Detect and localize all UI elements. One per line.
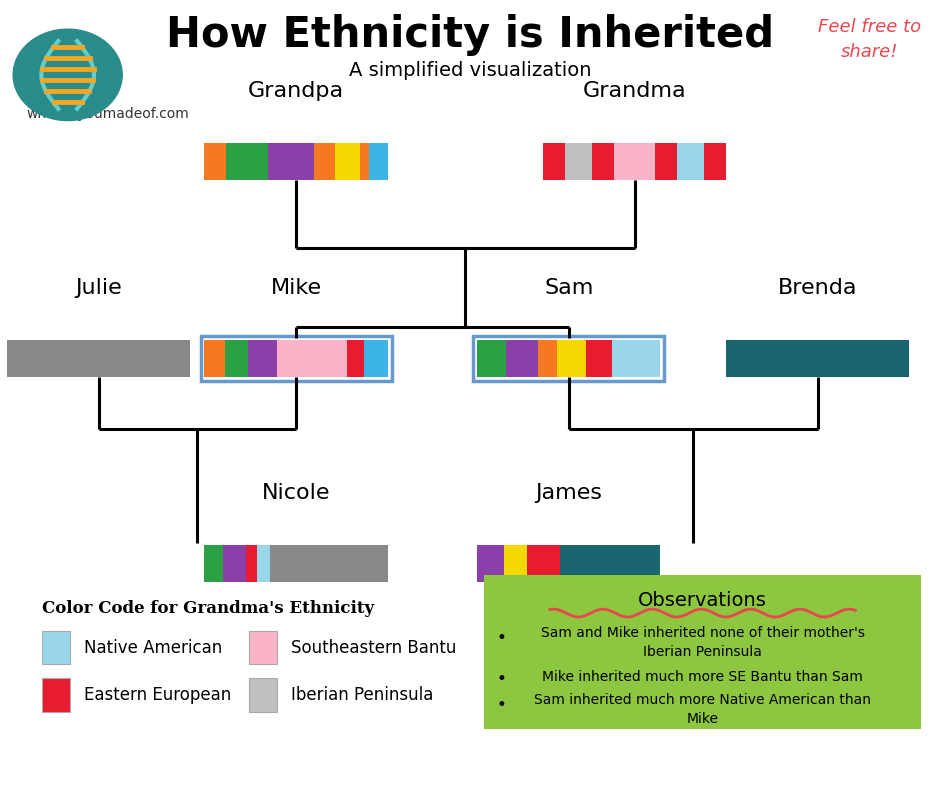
Circle shape xyxy=(13,29,122,121)
Text: Color Code for Grandma's Ethnicity: Color Code for Grandma's Ethnicity xyxy=(42,600,374,617)
Text: Southeastern Bantu: Southeastern Bantu xyxy=(290,639,456,656)
Text: Eastern European: Eastern European xyxy=(84,686,231,704)
Bar xyxy=(268,143,314,180)
Bar xyxy=(677,143,704,180)
Bar xyxy=(543,143,565,180)
Text: Mike: Mike xyxy=(271,278,321,298)
Bar xyxy=(205,143,226,180)
Bar xyxy=(504,545,527,582)
Bar xyxy=(205,545,223,582)
Bar xyxy=(248,340,277,377)
Text: James: James xyxy=(535,483,603,503)
Bar xyxy=(477,545,504,582)
Text: Sam inherited much more Native American than
Mike: Sam inherited much more Native American … xyxy=(534,693,871,726)
Bar xyxy=(587,340,612,377)
Bar xyxy=(246,545,257,582)
Text: Mike inherited much more SE Bantu than Sam: Mike inherited much more SE Bantu than S… xyxy=(542,670,863,684)
Text: How Ethnicity is Inherited: How Ethnicity is Inherited xyxy=(166,14,774,57)
Bar xyxy=(335,143,360,180)
Text: •: • xyxy=(496,670,506,688)
Bar xyxy=(277,340,330,377)
Bar xyxy=(484,575,921,729)
Text: Sam and Mike inherited none of their mother's
Iberian Peninsula: Sam and Mike inherited none of their mot… xyxy=(540,626,865,659)
Bar xyxy=(473,336,664,381)
Bar xyxy=(565,143,592,180)
Bar xyxy=(314,143,335,180)
Bar xyxy=(368,143,388,180)
Bar xyxy=(270,545,290,582)
Bar xyxy=(225,340,248,377)
Bar xyxy=(249,678,276,712)
Text: A simplified visualization: A simplified visualization xyxy=(349,61,591,80)
Bar xyxy=(477,340,506,377)
Bar xyxy=(506,340,538,377)
Bar xyxy=(543,545,560,582)
Bar xyxy=(360,143,368,180)
Text: Grandma: Grandma xyxy=(583,81,686,101)
Bar xyxy=(704,143,727,180)
Bar xyxy=(538,340,557,377)
Text: •: • xyxy=(496,696,506,714)
Bar xyxy=(560,545,610,582)
Bar xyxy=(226,143,268,180)
Bar xyxy=(322,545,388,582)
Bar xyxy=(592,143,615,180)
Bar xyxy=(257,545,270,582)
Bar xyxy=(347,340,365,377)
Bar xyxy=(557,340,587,377)
Bar xyxy=(527,545,543,582)
Text: Native American: Native American xyxy=(84,639,222,656)
Bar xyxy=(201,336,391,381)
Text: Julie: Julie xyxy=(75,278,122,298)
Text: •: • xyxy=(496,629,506,647)
Text: Observations: Observations xyxy=(638,591,767,610)
Bar xyxy=(615,143,654,180)
Bar xyxy=(612,340,638,377)
Bar xyxy=(7,340,190,377)
Bar xyxy=(42,678,70,712)
Bar xyxy=(249,631,276,664)
Text: Iberian Peninsula: Iberian Peninsula xyxy=(290,686,433,704)
Bar xyxy=(205,340,225,377)
Text: Feel free to
share!: Feel free to share! xyxy=(818,18,921,61)
Bar xyxy=(365,340,388,377)
Bar xyxy=(726,340,910,377)
Text: Nicole: Nicole xyxy=(262,483,330,503)
Bar xyxy=(610,545,660,582)
Bar xyxy=(223,545,246,582)
Text: Grandpa: Grandpa xyxy=(248,81,344,101)
Bar xyxy=(638,340,660,377)
Bar xyxy=(654,143,677,180)
Text: Brenda: Brenda xyxy=(778,278,857,298)
Bar xyxy=(290,545,322,582)
Bar xyxy=(42,631,70,664)
Text: Sam: Sam xyxy=(544,278,593,298)
Text: whoareyoumadeof.com: whoareyoumadeof.com xyxy=(26,107,189,121)
Bar xyxy=(330,340,347,377)
